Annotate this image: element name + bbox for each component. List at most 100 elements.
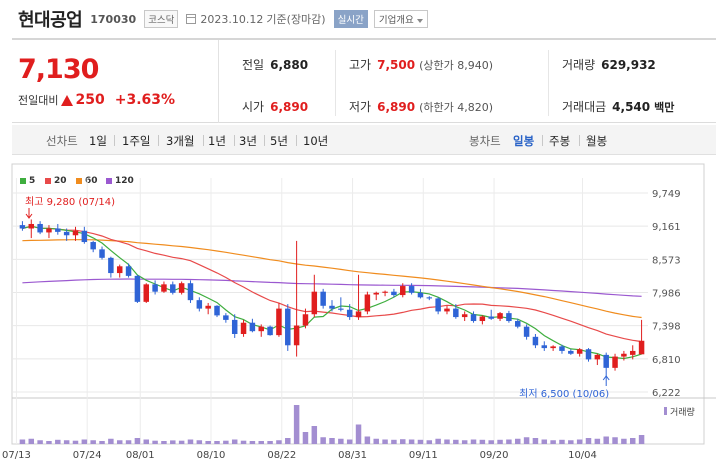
current-price: 7,130 [18,54,98,85]
candle-body [373,293,378,295]
candle-body [365,295,370,312]
volume-bar [418,440,423,444]
volume-bar [108,439,113,444]
company-info-dropdown[interactable]: 기업개요 [374,10,428,28]
volume-bar [400,439,405,444]
candle-body [630,351,635,355]
amount-value: 4,540 [612,100,650,114]
period-5y[interactable]: 5년 [270,133,288,149]
period-1d[interactable]: 1일 [89,133,107,149]
divider [296,135,297,146]
candle-body [117,266,122,273]
low-value: 6,890 [377,100,415,114]
volume-bar [621,439,626,444]
low-label: 저가 [349,100,371,114]
candle-body [205,306,210,309]
volume-bar [497,440,502,444]
up-arrow-icon [61,95,73,106]
divider [203,135,204,146]
chart-annotations: 거래량최고 9,280 (07/14)최저 6,500 (10/06) [25,196,695,418]
candle-body [435,298,440,311]
candle-body [73,231,78,236]
divider [158,135,159,146]
candle-body [126,266,131,276]
candle-body [294,326,299,346]
high-annotation: 최고 9,280 (07/14) [25,196,115,208]
y-tick-label: 8,573 [652,255,681,266]
candle-body [250,323,255,331]
realtime-button[interactable]: 실시간 [334,10,368,28]
volume-bar [179,441,184,444]
candle-body [471,314,476,321]
volume-bar [471,440,476,445]
day-open: 시가 6,890 [242,98,308,115]
volume-bar [595,439,600,444]
period-3y[interactable]: 3년 [239,133,257,149]
candle-daily[interactable]: 일봉 [513,133,534,149]
candle-body [462,314,467,317]
volume-bar [568,440,573,444]
divider [548,50,549,116]
chart-axes: 9,749 9,161 8,573 7,986 7,398 6,810 6,222 07/13… [2,189,681,461]
period-10y[interactable]: 10년 [303,133,328,149]
prev-close-label: 전일 [242,58,264,72]
candle-body [391,292,396,295]
volume-bar [612,437,617,444]
period-3m[interactable]: 3개월 [166,133,194,149]
volume-bar [267,441,272,444]
volume-bar [223,441,228,444]
x-tick-label: 09/20 [480,450,509,461]
day-low: 저가 6,890 (하한가 4,820) [349,98,493,115]
volume-bar [462,440,467,444]
candle-body [241,323,246,334]
price-chart[interactable]: 9,749 9,161 8,573 7,986 7,398 6,810 6,222 07/13… [0,155,716,468]
volume-bar [161,441,166,444]
divider [335,50,336,116]
volume-bar [480,440,485,444]
candle-body [197,300,202,308]
volume-bar [435,439,440,444]
volume-label: 거래량 [562,58,595,72]
period-1w[interactable]: 1주일 [122,133,150,149]
candle-body [329,306,334,309]
volume-bar [312,426,317,444]
volume-bar [524,437,529,444]
candle-weekly[interactable]: 주봉 [549,133,570,149]
prev-close: 전일 6,880 [242,56,308,73]
candle-body [135,276,140,302]
candle-body [506,313,511,321]
change-value: 250 [75,92,104,108]
period-1y[interactable]: 1년 [208,133,226,149]
stock-code: 170030 [90,13,136,26]
candle-monthly[interactable]: 월봉 [586,133,607,149]
volume-bar [630,438,635,444]
candle-body [603,355,608,368]
ma120-line [22,279,641,296]
volume-bars [20,405,645,444]
candle-body [612,357,617,368]
divider [579,135,580,146]
candle-body [258,327,263,332]
high-label: 고가 [349,58,371,72]
volume: 거래량 629,932 [562,56,656,73]
volume-bar [533,438,538,444]
volume-bar [550,440,555,444]
volume-legend-label: 거래량 [670,406,695,418]
x-tick-label: 08/22 [267,450,296,461]
candle-body [533,337,538,345]
candle-body [595,355,600,360]
volume-bar [73,441,78,444]
volume-bar [135,438,140,444]
candle-body [152,284,157,291]
candle-body [99,249,104,257]
volume-bar [144,440,149,445]
divider [114,135,115,146]
candle-body [276,309,281,336]
candle-body [188,283,193,300]
volume-bar [46,441,51,444]
candle-body [453,309,458,317]
volume-bar [639,435,644,444]
volume-bar [258,441,263,444]
current-price-panel: 7,130 전일대비 250 +3.63% [12,40,219,123]
y-tick-label: 9,161 [652,222,681,233]
